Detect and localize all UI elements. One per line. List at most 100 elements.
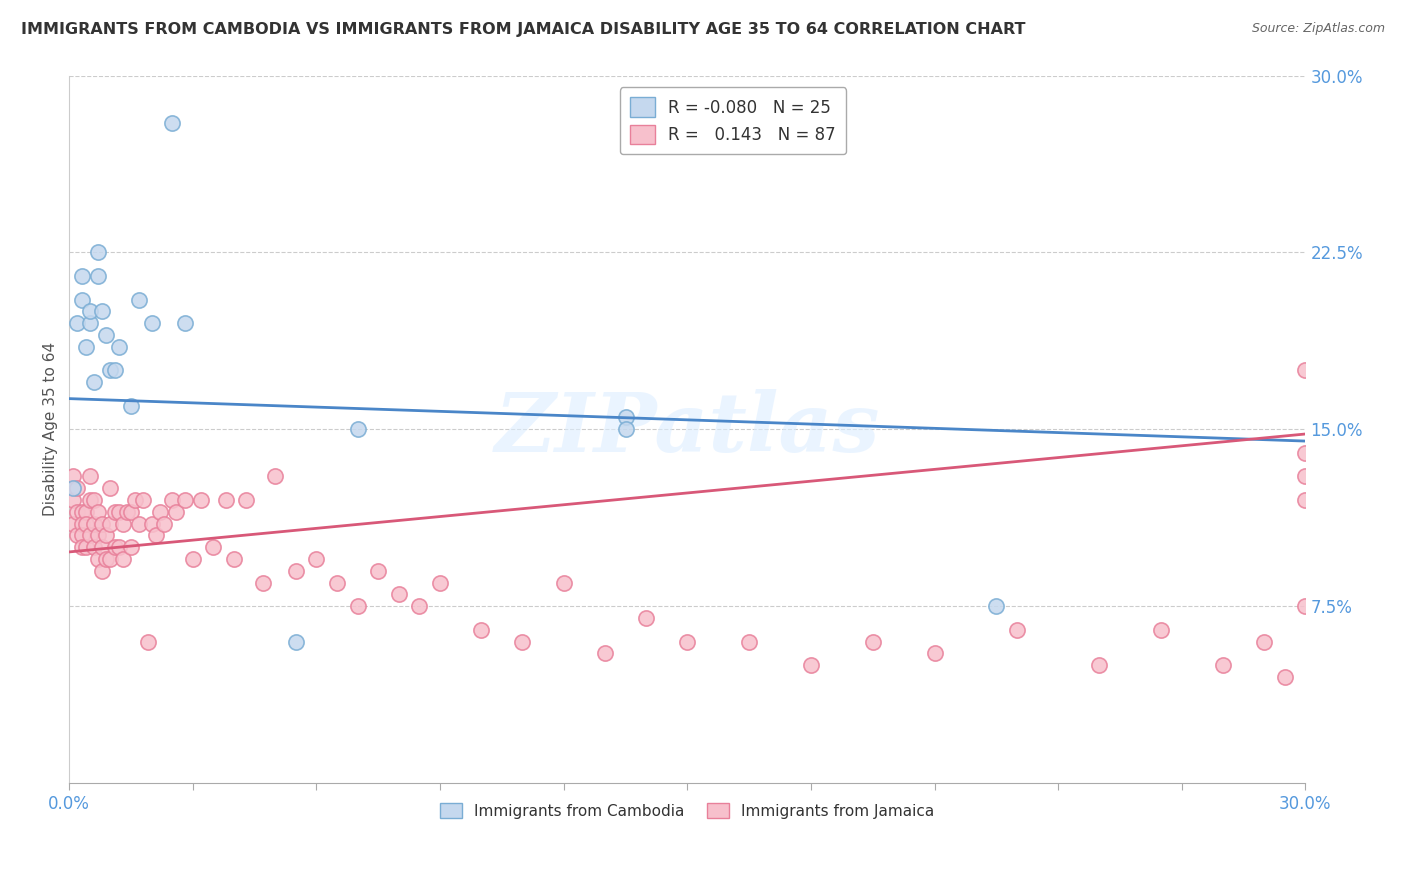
Point — [1294, 469, 1316, 483]
Point — [83, 540, 105, 554]
Point — [87, 245, 110, 260]
Y-axis label: Disability Age 35 to 64: Disability Age 35 to 64 — [44, 343, 58, 516]
Point — [636, 611, 658, 625]
Point — [91, 564, 114, 578]
Point — [75, 516, 97, 531]
Point — [87, 505, 110, 519]
Point — [62, 481, 84, 495]
Point — [103, 363, 125, 377]
Point — [124, 493, 146, 508]
Point — [1294, 363, 1316, 377]
Point — [79, 469, 101, 483]
Point — [128, 293, 150, 307]
Point — [614, 410, 637, 425]
Point — [1294, 493, 1316, 508]
Point — [284, 634, 307, 648]
Point — [346, 422, 368, 436]
Point — [62, 493, 84, 508]
Point — [70, 528, 93, 542]
Point — [222, 552, 245, 566]
Point — [235, 493, 257, 508]
Point — [66, 528, 89, 542]
Point — [141, 316, 163, 330]
Point — [100, 516, 122, 531]
Point — [79, 528, 101, 542]
Point — [1005, 623, 1028, 637]
Point — [145, 528, 167, 542]
Point — [429, 575, 451, 590]
Point — [1150, 623, 1173, 637]
Point — [103, 540, 125, 554]
Point — [924, 646, 946, 660]
Point — [70, 293, 93, 307]
Point — [87, 528, 110, 542]
Point — [162, 493, 184, 508]
Point — [614, 422, 637, 436]
Point — [367, 564, 389, 578]
Point — [862, 634, 884, 648]
Point — [115, 505, 138, 519]
Point — [70, 516, 93, 531]
Point — [70, 505, 93, 519]
Point — [79, 304, 101, 318]
Point — [96, 528, 118, 542]
Point — [120, 399, 142, 413]
Point — [62, 516, 84, 531]
Point — [96, 327, 118, 342]
Point — [738, 634, 761, 648]
Point — [70, 540, 93, 554]
Point — [87, 268, 110, 283]
Point — [1274, 670, 1296, 684]
Point — [100, 363, 122, 377]
Point — [190, 493, 212, 508]
Text: IMMIGRANTS FROM CAMBODIA VS IMMIGRANTS FROM JAMAICA DISABILITY AGE 35 TO 64 CORR: IMMIGRANTS FROM CAMBODIA VS IMMIGRANTS F… — [21, 22, 1025, 37]
Point — [62, 469, 84, 483]
Point — [1294, 599, 1316, 614]
Point — [132, 493, 155, 508]
Point — [120, 540, 142, 554]
Point — [83, 516, 105, 531]
Point — [107, 505, 129, 519]
Point — [70, 268, 93, 283]
Point — [120, 505, 142, 519]
Point — [346, 599, 368, 614]
Point — [87, 552, 110, 566]
Point — [252, 575, 274, 590]
Point — [100, 552, 122, 566]
Point — [1253, 634, 1275, 648]
Point — [83, 375, 105, 389]
Point — [470, 623, 492, 637]
Point — [1294, 446, 1316, 460]
Point — [202, 540, 225, 554]
Point — [66, 505, 89, 519]
Point — [162, 116, 184, 130]
Point — [91, 304, 114, 318]
Point — [66, 481, 89, 495]
Point — [264, 469, 287, 483]
Point — [305, 552, 328, 566]
Point — [388, 587, 411, 601]
Point — [79, 316, 101, 330]
Point — [107, 540, 129, 554]
Point — [91, 516, 114, 531]
Point — [107, 340, 129, 354]
Point — [181, 552, 204, 566]
Point — [284, 564, 307, 578]
Point — [136, 634, 159, 648]
Point — [173, 493, 195, 508]
Point — [408, 599, 430, 614]
Point — [79, 493, 101, 508]
Point — [215, 493, 238, 508]
Point — [326, 575, 349, 590]
Text: Source: ZipAtlas.com: Source: ZipAtlas.com — [1251, 22, 1385, 36]
Point — [66, 316, 89, 330]
Point — [153, 516, 176, 531]
Point — [96, 552, 118, 566]
Point — [165, 505, 187, 519]
Point — [83, 493, 105, 508]
Point — [111, 516, 134, 531]
Point — [800, 658, 823, 673]
Point — [593, 646, 616, 660]
Point — [512, 634, 534, 648]
Point — [986, 599, 1008, 614]
